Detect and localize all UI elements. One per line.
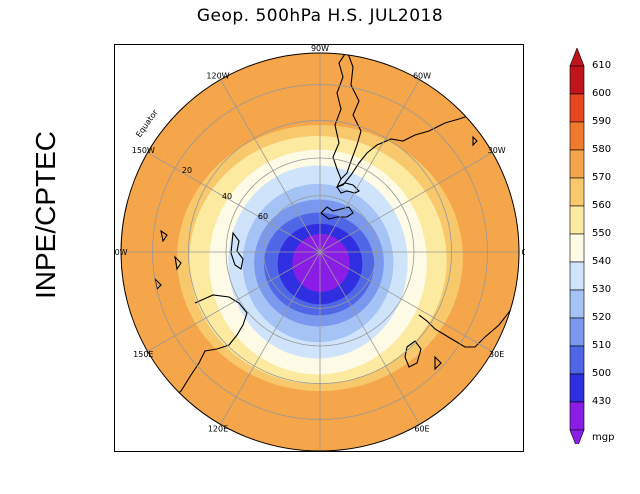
latitude-label: Equator (134, 108, 160, 139)
longitude-label: 30E (489, 350, 504, 359)
colorbar-label: 520 (592, 312, 612, 323)
colorbar-label: 570 (592, 172, 612, 183)
meridian-line (319, 79, 420, 253)
longitude-label: 60W (413, 71, 431, 80)
colorbar-unit: mgp (592, 432, 615, 443)
coastline-africa (418, 290, 519, 348)
meridian-line (220, 251, 321, 425)
longitude-label: 120W (206, 71, 229, 80)
longitude-label: 0 (521, 248, 525, 257)
latitude-label: 20 (182, 166, 192, 175)
meridian-line (220, 79, 321, 253)
colorbar-swatch-430 (569, 401, 585, 431)
colorbar-swatch-530 (569, 289, 585, 319)
colorbar-swatch-590 (569, 121, 585, 151)
colorbar-swatch-550 (569, 233, 585, 263)
colorbar-bottom-arrow (569, 429, 585, 444)
colorbar-label: 500 (592, 368, 612, 379)
colorbar-label: 580 (592, 144, 612, 155)
colorbar-label: 510 (592, 340, 612, 351)
longitude-label: 90W (311, 45, 329, 53)
meridian-line (147, 152, 321, 253)
longitude-label: 60E (414, 425, 429, 434)
colorbar-top-arrow (569, 48, 585, 67)
colorbar-swatch-600 (569, 93, 585, 123)
map-title: Geop. 500hPa H.S. JUL2018 (196, 6, 444, 26)
colorbar-swatch-570 (569, 177, 585, 207)
colorbar-swatch-560 (569, 205, 585, 235)
geopotential-fill-layer (121, 53, 519, 451)
colorbar-label: 530 (592, 284, 612, 295)
colorbar-swatch-510 (569, 345, 585, 375)
meridian-line (147, 251, 321, 352)
colorbar-label: 600 (592, 88, 612, 99)
longitude-label: 180W (115, 248, 128, 257)
coastline-south-america-west (332, 53, 348, 180)
colorbar-label: 560 (592, 200, 612, 211)
meridian-line (319, 152, 493, 253)
colorbar-swatch-520 (569, 317, 585, 347)
colorbar-swatch-500 (569, 373, 585, 403)
polar-stereographic-map: 90W60W30W030E60E90E120E150E180W150W120W … (115, 45, 525, 453)
coastline-south-america (335, 53, 516, 188)
longitude-label: 150W (132, 146, 155, 155)
colorbar-label: 540 (592, 256, 612, 267)
colorbar-swatch-540 (569, 261, 585, 291)
map-boundary-circle (120, 52, 520, 452)
coastline-tierra-del-fuego (336, 182, 360, 194)
coastline-new-zealand (230, 231, 244, 270)
map-frame: 90W60W30W030E60E90E120E150E180W150W120W … (114, 44, 525, 453)
latitude-label: 40 (222, 192, 232, 201)
longitude-label: 150E (133, 350, 153, 359)
colorbar (569, 48, 585, 444)
longitude-labels: 90W 60W 30W 0 30E 60E 90E 120E 150E 180W 150W 120W (115, 45, 525, 453)
colorbar-label: 610 (592, 60, 612, 71)
colorbar-label: 550 (592, 228, 612, 239)
side-label-text: INPE/CPTEC (30, 130, 61, 300)
longitude-label: 120E (208, 425, 228, 434)
coastline-madagascar (404, 340, 422, 368)
fill-contour-430 (292, 233, 350, 293)
colorbar-swatch-580 (569, 149, 585, 179)
meridian-line (319, 251, 493, 352)
colorbar-swatch-610 (569, 65, 585, 95)
latitude-label: 60 (258, 212, 268, 221)
graticule-layer (121, 53, 519, 451)
coastline-antarctic-peninsula (320, 206, 354, 220)
meridian-line (319, 251, 420, 425)
longitude-label: 90E (312, 452, 327, 453)
colorbar-label: 590 (592, 116, 612, 127)
longitude-label: 30W (488, 146, 506, 155)
colorbar-label: 430 (592, 396, 612, 407)
